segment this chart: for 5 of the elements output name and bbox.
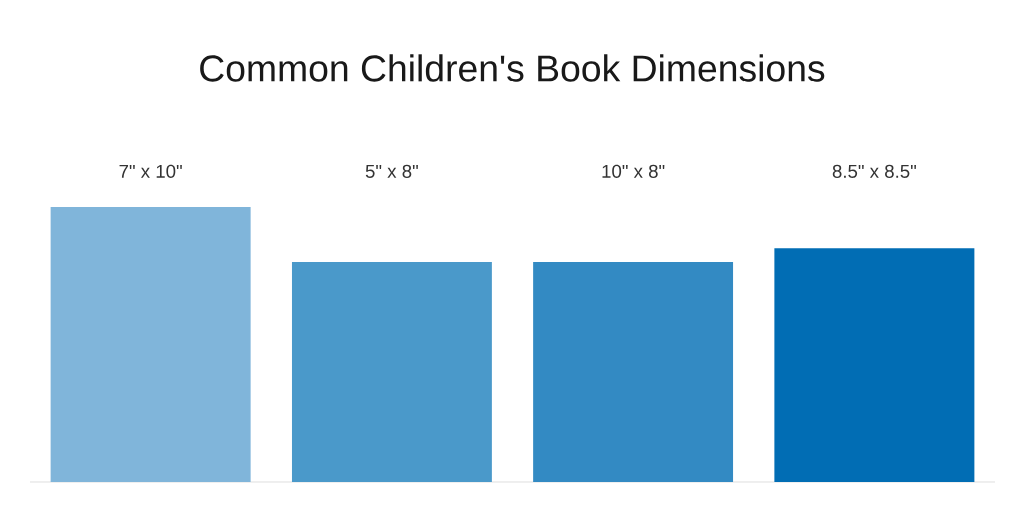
chart-title: Common Children's Book Dimensions bbox=[200, 54, 825, 82]
x-tick-label: 8.5" x 8.5" bbox=[832, 164, 916, 178]
x-tick-label: 10" x 8" bbox=[602, 164, 665, 178]
x-tick-label: 5" x 8" bbox=[365, 164, 418, 178]
x-tick-label: 7" x 10" bbox=[119, 164, 182, 178]
